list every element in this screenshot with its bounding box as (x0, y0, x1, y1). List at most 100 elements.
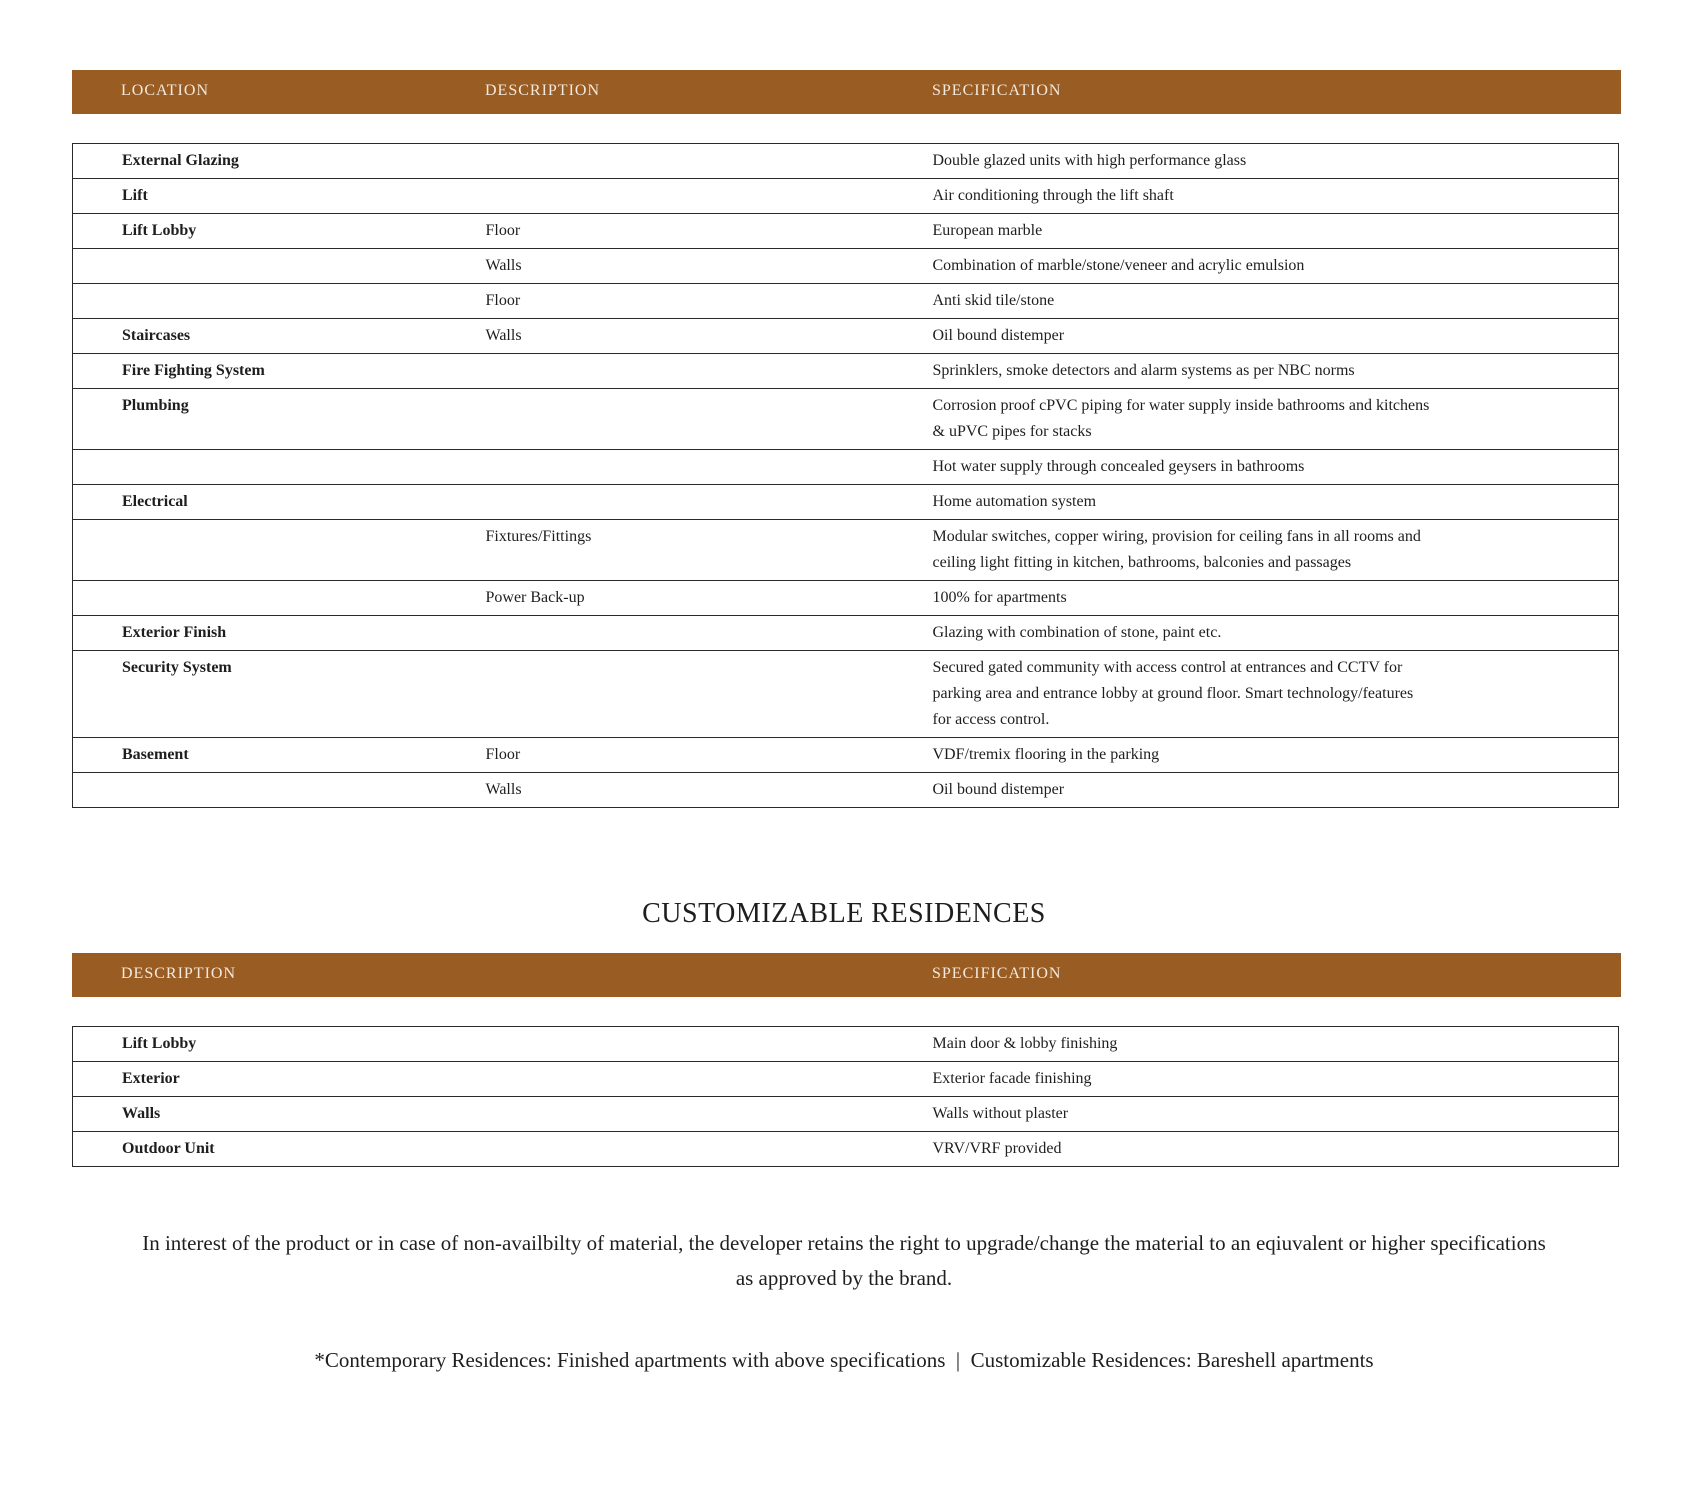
table-row: Electrical Home automation system (72, 484, 1619, 520)
section-title: CUSTOMIZABLE RESIDENCES (642, 898, 1046, 929)
specification-cell: Hot water supply through concealed geyse… (932, 449, 1619, 485)
table-row: Hot water supply through concealed geyse… (72, 449, 1619, 485)
location-cell: Electrical (72, 484, 486, 520)
specification-line: Main door & lobby finishing (932, 1035, 1118, 1052)
specification-cell: Modular switches, copper wiring, provisi… (932, 519, 1619, 581)
description-cell: Floor (485, 283, 933, 319)
header-description: DESCRIPTION (485, 82, 601, 99)
specification-line: VDF/tremix flooring in the parking (932, 746, 1160, 763)
description-cell (485, 650, 933, 738)
specification-line: Sprinklers, smoke detectors and alarm sy… (932, 362, 1355, 379)
specification-line: European marble (932, 222, 1043, 239)
description-cell: Exterior (72, 1061, 933, 1097)
description-cell (485, 484, 933, 520)
location-cell: Fire Fighting System (72, 353, 486, 389)
description-cell: Lift Lobby (122, 1035, 197, 1052)
specification-cell: Oil bound distemper (932, 318, 1619, 354)
description-cell: Floor (485, 737, 933, 773)
table-row: Floor Anti skid tile/stone (72, 283, 1619, 319)
specification-line: Walls without plaster (932, 1105, 1069, 1122)
location-cell: Exterior Finish (72, 615, 486, 651)
specification-cell: Walls without plaster (932, 1096, 1619, 1132)
specification-line: Exterior facade finishing (932, 1070, 1092, 1087)
description-cell (485, 615, 933, 651)
header-description: DESCRIPTION (121, 965, 237, 982)
specification-cell: VDF/tremix flooring in the parking (932, 737, 1619, 773)
description-cell: Outdoor Unit (72, 1131, 933, 1167)
specification-line: parking area and entrance lobby at groun… (932, 685, 1414, 702)
table-row: Exterior Finish Glazing with combination … (72, 615, 1619, 651)
table-row: Walls Oil bound distemper (72, 772, 1619, 808)
specification-cell: Secured gated community with access cont… (932, 650, 1619, 738)
location-cell (72, 580, 486, 616)
specification-cell: Main door & lobby finishing (933, 1027, 1619, 1062)
specification-cell: 100% for apartments (932, 580, 1619, 616)
table-row: Fire Fighting System Sprinklers, smoke de… (72, 353, 1619, 389)
specification-line: Modular switches, copper wiring, provisi… (932, 528, 1421, 545)
location-cell: Security System (72, 650, 486, 738)
description-cell: Fixtures/Fittings (485, 519, 933, 581)
specification-cell: European marble (932, 213, 1619, 249)
specification-cell: Glazing with combination of stone, paint… (932, 615, 1619, 651)
description-cell (485, 178, 933, 214)
location-cell: Lift (72, 178, 486, 214)
table-row: External Glazing Double glazed units with… (73, 144, 1619, 179)
location-cell (72, 449, 486, 485)
specification-cell: Sprinklers, smoke detectors and alarm sy… (932, 353, 1619, 389)
specification-line: Double glazed units with high performanc… (932, 152, 1247, 169)
specification-cell: VRV/VRF provided (932, 1131, 1619, 1167)
description-cell (486, 144, 933, 179)
disclaimer-line: as approved by the brand. (735, 1266, 953, 1290)
description-cell (485, 388, 933, 450)
table-row: Lift Air conditioning through the lift sh… (72, 178, 1619, 214)
location-cell: Staircases (72, 318, 486, 354)
table1-header-bar: LOCATION DESCRIPTION SPECIFICATION (72, 70, 1621, 114)
description-cell: Walls (485, 248, 933, 284)
specification-cell: Air conditioning through the lift shaft (932, 178, 1619, 214)
specification-line: Home automation system (932, 493, 1097, 510)
table-row: Basement Floor VDF/tremix flooring in the … (72, 737, 1619, 773)
customizable-residences-table: Lift Lobby Main door & lobby finishing Ext… (72, 1026, 1619, 1167)
specification-line: 100% for apartments (932, 589, 1067, 606)
disclaimer-paragraph: In interest of the product or in case of… (100, 1226, 1588, 1296)
disclaimer-line: In interest of the product or in case of… (142, 1231, 1546, 1255)
table-row: Staircases Walls Oil bound distemper (72, 318, 1619, 354)
table-row: Lift Lobby Floor European marble (72, 213, 1619, 249)
table2-header-bar: DESCRIPTION SPECIFICATION (72, 953, 1621, 997)
description-cell: Walls (72, 1096, 933, 1132)
specification-cell: Oil bound distemper (932, 772, 1619, 808)
header-specification: SPECIFICATION (932, 82, 1062, 99)
specifications-table: External Glazing Double glazed units with… (72, 143, 1619, 808)
specification-line: Combination of marble/stone/veneer and a… (932, 257, 1305, 274)
table-row: Outdoor Unit VRV/VRF provided (72, 1131, 1619, 1167)
specification-line: Oil bound distemper (932, 781, 1065, 798)
description-cell: Walls (485, 318, 933, 354)
table-row: Lift Lobby Main door & lobby finishing (73, 1027, 1619, 1062)
location-cell: Plumbing (72, 388, 486, 450)
specification-line: ceiling light fitting in kitchen, bathro… (932, 554, 1352, 571)
specification-line: Oil bound distemper (932, 327, 1065, 344)
specification-line: Air conditioning through the lift shaft (932, 187, 1174, 204)
table-row: Security System Secured gated community w… (72, 650, 1619, 738)
description-cell (485, 449, 933, 485)
location-cell (72, 772, 486, 808)
specification-line: VRV/VRF provided (932, 1140, 1062, 1157)
specification-line: Secured gated community with access cont… (932, 659, 1403, 676)
specification-line: Hot water supply through concealed geyse… (932, 458, 1305, 475)
table-row: Plumbing Corrosion proof cPVC piping for … (72, 388, 1619, 450)
specification-cell: Double glazed units with high performanc… (933, 144, 1619, 179)
location-cell: Basement (72, 737, 486, 773)
description-cell: Walls (485, 772, 933, 808)
table-row: Walls Walls without plaster (72, 1096, 1619, 1132)
specification-line: Corrosion proof cPVC piping for water su… (932, 397, 1430, 414)
table-row: Power Back-up 100% for apartments (72, 580, 1619, 616)
specification-cell: Anti skid tile/stone (932, 283, 1619, 319)
description-cell (485, 353, 933, 389)
location-cell: Lift Lobby (72, 213, 486, 249)
specification-cell: Combination of marble/stone/veneer and a… (932, 248, 1619, 284)
footer-note: *Contemporary Residences: Finished apart… (314, 1348, 1374, 1372)
table-row: Fixtures/Fittings Modular switches, coppe… (72, 519, 1619, 581)
location-cell (72, 283, 486, 319)
specification-line: Anti skid tile/stone (932, 292, 1055, 309)
specification-line: & uPVC pipes for stacks (932, 423, 1092, 440)
